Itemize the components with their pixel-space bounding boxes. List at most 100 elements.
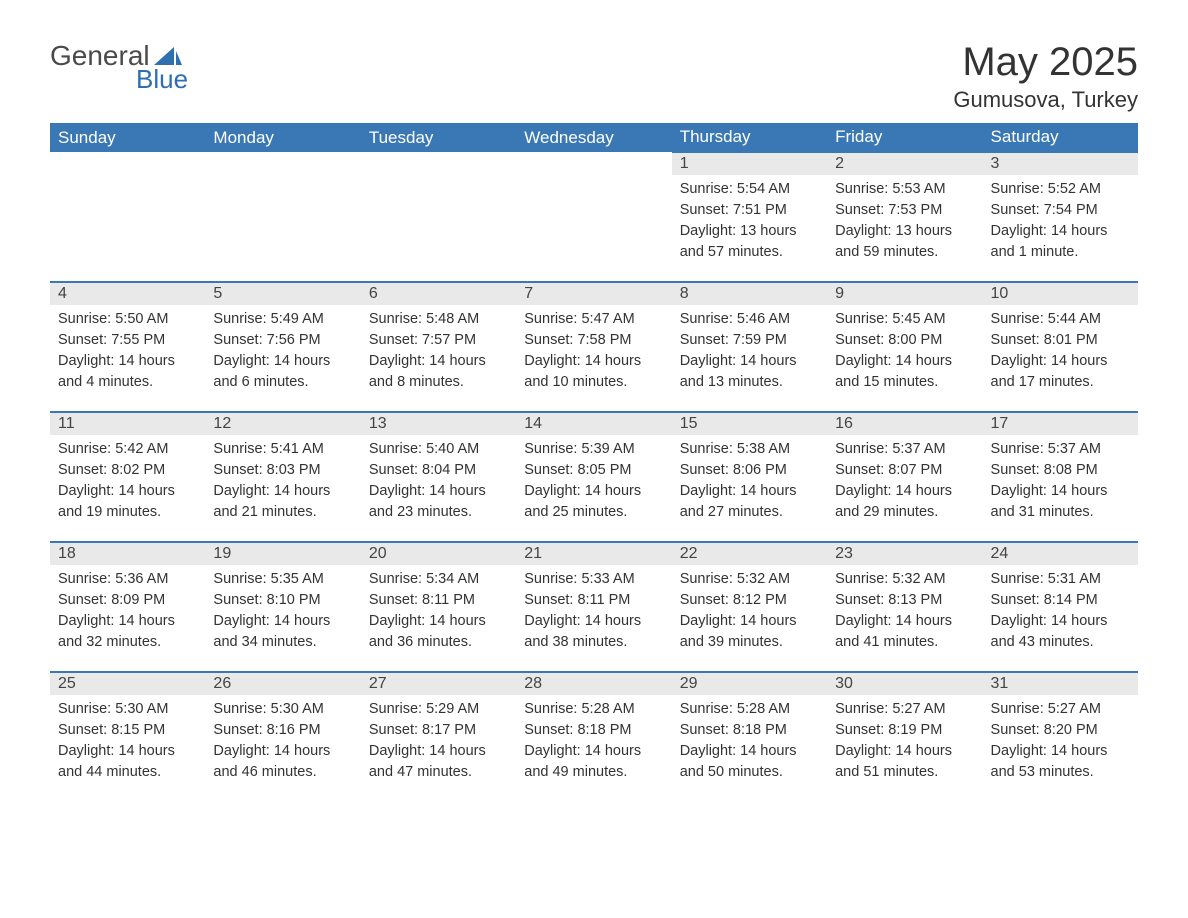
day-number: 17 <box>983 413 1138 435</box>
sunrise-text: Sunrise: 5:32 AM <box>680 569 819 590</box>
weekday-header: Monday <box>205 123 360 152</box>
weekday-header: Wednesday <box>516 123 671 152</box>
day-body: Sunrise: 5:31 AMSunset: 8:14 PMDaylight:… <box>983 565 1138 657</box>
day-number: 23 <box>827 543 982 565</box>
daylight-text-1: Daylight: 14 hours <box>680 611 819 632</box>
sunrise-text: Sunrise: 5:30 AM <box>58 699 197 720</box>
calendar-cell <box>361 152 516 282</box>
day-body: Sunrise: 5:37 AMSunset: 8:07 PMDaylight:… <box>827 435 982 527</box>
calendar-cell: 14Sunrise: 5:39 AMSunset: 8:05 PMDayligh… <box>516 412 671 542</box>
daylight-text-2: and 13 minutes. <box>680 372 819 393</box>
calendar-cell: 4Sunrise: 5:50 AMSunset: 7:55 PMDaylight… <box>50 282 205 412</box>
calendar-cell: 24Sunrise: 5:31 AMSunset: 8:14 PMDayligh… <box>983 542 1138 672</box>
sunset-text: Sunset: 8:19 PM <box>835 720 974 741</box>
daylight-text-1: Daylight: 14 hours <box>680 351 819 372</box>
day-number: 11 <box>50 413 205 435</box>
sunrise-text: Sunrise: 5:30 AM <box>213 699 352 720</box>
daylight-text-1: Daylight: 14 hours <box>991 481 1130 502</box>
sunrise-text: Sunrise: 5:47 AM <box>524 309 663 330</box>
sunset-text: Sunset: 7:59 PM <box>680 330 819 351</box>
day-body: Sunrise: 5:33 AMSunset: 8:11 PMDaylight:… <box>516 565 671 657</box>
daylight-text-1: Daylight: 14 hours <box>213 611 352 632</box>
daylight-text-1: Daylight: 14 hours <box>213 481 352 502</box>
sunrise-text: Sunrise: 5:33 AM <box>524 569 663 590</box>
calendar-cell: 5Sunrise: 5:49 AMSunset: 7:56 PMDaylight… <box>205 282 360 412</box>
calendar-week: 4Sunrise: 5:50 AMSunset: 7:55 PMDaylight… <box>50 282 1138 412</box>
day-number: 6 <box>361 283 516 305</box>
calendar-cell: 11Sunrise: 5:42 AMSunset: 8:02 PMDayligh… <box>50 412 205 542</box>
daylight-text-2: and 39 minutes. <box>680 632 819 653</box>
weekday-header: Sunday <box>50 123 205 152</box>
sunset-text: Sunset: 8:04 PM <box>369 460 508 481</box>
daylight-text-2: and 50 minutes. <box>680 762 819 783</box>
daylight-text-1: Daylight: 14 hours <box>369 351 508 372</box>
day-body: Sunrise: 5:35 AMSunset: 8:10 PMDaylight:… <box>205 565 360 657</box>
sunset-text: Sunset: 8:06 PM <box>680 460 819 481</box>
sail-icon <box>154 47 182 65</box>
sunrise-text: Sunrise: 5:34 AM <box>369 569 508 590</box>
day-number: 10 <box>983 283 1138 305</box>
day-number: 8 <box>672 283 827 305</box>
sunset-text: Sunset: 8:17 PM <box>369 720 508 741</box>
daylight-text-1: Daylight: 14 hours <box>524 351 663 372</box>
daylight-text-1: Daylight: 14 hours <box>835 351 974 372</box>
calendar-cell: 28Sunrise: 5:28 AMSunset: 8:18 PMDayligh… <box>516 672 671 802</box>
day-number: 27 <box>361 673 516 695</box>
daylight-text-1: Daylight: 14 hours <box>58 351 197 372</box>
calendar-cell: 29Sunrise: 5:28 AMSunset: 8:18 PMDayligh… <box>672 672 827 802</box>
sunrise-text: Sunrise: 5:27 AM <box>991 699 1130 720</box>
calendar-week: 11Sunrise: 5:42 AMSunset: 8:02 PMDayligh… <box>50 412 1138 542</box>
day-number: 5 <box>205 283 360 305</box>
day-body: Sunrise: 5:49 AMSunset: 7:56 PMDaylight:… <box>205 305 360 397</box>
day-body: Sunrise: 5:41 AMSunset: 8:03 PMDaylight:… <box>205 435 360 527</box>
daylight-text-2: and 51 minutes. <box>835 762 974 783</box>
day-body: Sunrise: 5:38 AMSunset: 8:06 PMDaylight:… <box>672 435 827 527</box>
calendar-week: 18Sunrise: 5:36 AMSunset: 8:09 PMDayligh… <box>50 542 1138 672</box>
daylight-text-2: and 6 minutes. <box>213 372 352 393</box>
sunrise-text: Sunrise: 5:54 AM <box>680 179 819 200</box>
calendar-cell: 2Sunrise: 5:53 AMSunset: 7:53 PMDaylight… <box>827 152 982 282</box>
calendar-cell <box>516 152 671 282</box>
daylight-text-1: Daylight: 14 hours <box>835 481 974 502</box>
daylight-text-1: Daylight: 14 hours <box>835 741 974 762</box>
day-body: Sunrise: 5:50 AMSunset: 7:55 PMDaylight:… <box>50 305 205 397</box>
daylight-text-1: Daylight: 14 hours <box>369 741 508 762</box>
daylight-text-1: Daylight: 14 hours <box>835 611 974 632</box>
daylight-text-1: Daylight: 14 hours <box>58 481 197 502</box>
sunset-text: Sunset: 8:15 PM <box>58 720 197 741</box>
calendar-cell: 10Sunrise: 5:44 AMSunset: 8:01 PMDayligh… <box>983 282 1138 412</box>
sunrise-text: Sunrise: 5:36 AM <box>58 569 197 590</box>
calendar-cell: 22Sunrise: 5:32 AMSunset: 8:12 PMDayligh… <box>672 542 827 672</box>
sunrise-text: Sunrise: 5:41 AM <box>213 439 352 460</box>
daylight-text-1: Daylight: 14 hours <box>524 611 663 632</box>
daylight-text-1: Daylight: 14 hours <box>680 481 819 502</box>
sunset-text: Sunset: 8:14 PM <box>991 590 1130 611</box>
sunset-text: Sunset: 8:11 PM <box>369 590 508 611</box>
sunrise-text: Sunrise: 5:44 AM <box>991 309 1130 330</box>
sunset-text: Sunset: 8:05 PM <box>524 460 663 481</box>
sunrise-text: Sunrise: 5:35 AM <box>213 569 352 590</box>
sunrise-text: Sunrise: 5:37 AM <box>835 439 974 460</box>
sunset-text: Sunset: 8:00 PM <box>835 330 974 351</box>
daylight-text-2: and 34 minutes. <box>213 632 352 653</box>
daylight-text-1: Daylight: 14 hours <box>991 611 1130 632</box>
daylight-text-1: Daylight: 14 hours <box>991 351 1130 372</box>
daylight-text-1: Daylight: 14 hours <box>213 741 352 762</box>
calendar-head: SundayMondayTuesdayWednesdayThursdayFrid… <box>50 123 1138 152</box>
daylight-text-1: Daylight: 14 hours <box>524 481 663 502</box>
daylight-text-1: Daylight: 14 hours <box>369 481 508 502</box>
calendar-body: 1Sunrise: 5:54 AMSunset: 7:51 PMDaylight… <box>50 152 1138 802</box>
calendar-cell: 30Sunrise: 5:27 AMSunset: 8:19 PMDayligh… <box>827 672 982 802</box>
sunrise-text: Sunrise: 5:38 AM <box>680 439 819 460</box>
sunset-text: Sunset: 7:53 PM <box>835 200 974 221</box>
sunset-text: Sunset: 7:58 PM <box>524 330 663 351</box>
calendar-cell <box>205 152 360 282</box>
day-body: Sunrise: 5:44 AMSunset: 8:01 PMDaylight:… <box>983 305 1138 397</box>
day-body: Sunrise: 5:27 AMSunset: 8:20 PMDaylight:… <box>983 695 1138 787</box>
day-number: 19 <box>205 543 360 565</box>
daylight-text-2: and 25 minutes. <box>524 502 663 523</box>
sunrise-text: Sunrise: 5:31 AM <box>991 569 1130 590</box>
sunset-text: Sunset: 8:08 PM <box>991 460 1130 481</box>
day-number: 30 <box>827 673 982 695</box>
day-number: 2 <box>827 153 982 175</box>
